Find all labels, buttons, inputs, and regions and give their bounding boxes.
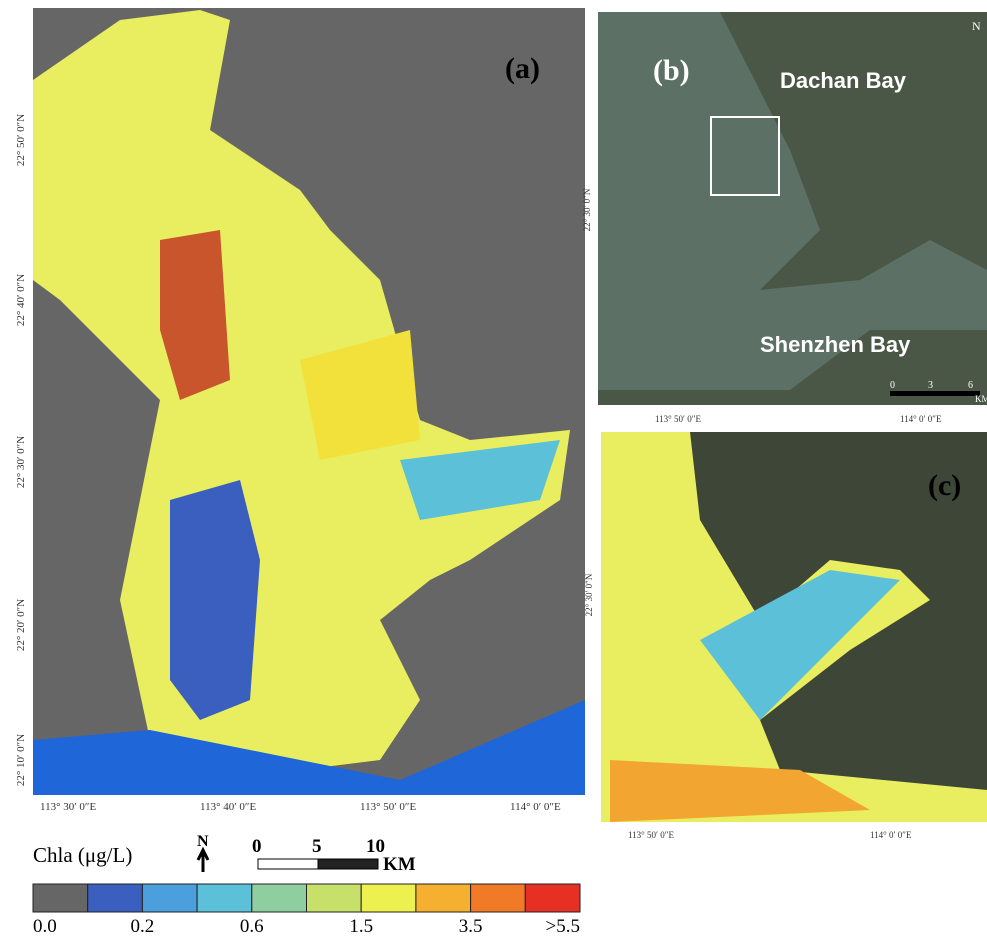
figure: (a) 113° 30′ 0″E 113° 40′ 0″E 113° 50′ 0…: [0, 0, 987, 936]
y-tick-label: 22° 20′ 0″N: [15, 599, 27, 651]
x-tick-label: 113° 30′ 0″E: [40, 801, 96, 813]
legend-swatch: [307, 884, 362, 912]
x-tick-label: 114° 0′ 0″E: [900, 414, 942, 424]
panel-label: (b): [653, 54, 690, 87]
annotation: Dachan Bay: [780, 68, 907, 93]
y-tick-label: 22° 10′ 0″N: [15, 734, 27, 786]
scale-label: KM: [975, 394, 987, 404]
x-tick-label: 114° 0′ 0″E: [870, 830, 912, 840]
legend-label: 3.5: [459, 916, 483, 936]
x-tick-label: 113° 40′ 0″E: [200, 801, 256, 813]
legend-swatch: [471, 884, 526, 912]
legend-label: >5.5: [546, 916, 580, 936]
x-tick-label: 113° 50′ 0″E: [360, 801, 416, 813]
panel-label: (a): [505, 52, 540, 85]
y-tick-label: 22° 30′ 0″N: [582, 188, 592, 231]
north-arrow: N: [972, 19, 981, 33]
legend-swatch: [525, 884, 580, 912]
legend-label: 0.0: [33, 916, 57, 936]
legend-swatch: [416, 884, 471, 912]
annotation: Shenzhen Bay: [760, 332, 911, 357]
panel-c: (c) 113° 50′ 0″E 114° 0′ 0″E 22° 30′ 0″N: [584, 432, 987, 840]
legend-title: Chla (μg/L): [33, 843, 132, 867]
scale-label: 5: [312, 836, 322, 857]
scale-label: 0: [890, 380, 895, 391]
north-arrow-icon: [198, 850, 208, 872]
scale-label: 0: [252, 836, 262, 857]
legend-swatch: [197, 884, 252, 912]
legend-swatch: [88, 884, 143, 912]
scale-label: KM: [383, 854, 416, 875]
legend-swatch: [33, 884, 88, 912]
y-tick-label: 22° 40′ 0″N: [15, 274, 27, 326]
y-tick-label: 22° 50′ 0″N: [15, 114, 27, 166]
legend-label: 0.6: [240, 916, 264, 936]
x-tick-label: 114° 0′ 0″E: [510, 801, 561, 813]
scale-label: 3: [928, 380, 933, 391]
legend-swatch: [252, 884, 307, 912]
low-chla-zone: [170, 480, 260, 720]
legend-swatch: [361, 884, 416, 912]
y-tick-label: 22° 30′ 0″N: [584, 573, 594, 616]
x-tick-label: 113° 50′ 0″E: [655, 414, 701, 424]
scale-bar: [258, 859, 318, 869]
scale-bar: [890, 391, 980, 396]
panel-a: (a) 113° 30′ 0″E 113° 40′ 0″E 113° 50′ 0…: [15, 8, 585, 813]
scale-bar: [318, 859, 378, 869]
panel-label: (c): [928, 469, 961, 502]
x-tick-label: 113° 50′ 0″E: [628, 830, 674, 840]
legend-swatch: [142, 884, 197, 912]
legend-label: 0.2: [131, 916, 155, 936]
y-tick-label: 22° 30′ 0″N: [15, 436, 27, 488]
scale-label: 6: [968, 380, 973, 391]
legend-label: 1.5: [349, 916, 373, 936]
panel-b: (b) Dachan Bay Shenzhen Bay N 0 3 6 KM 1…: [582, 12, 987, 424]
